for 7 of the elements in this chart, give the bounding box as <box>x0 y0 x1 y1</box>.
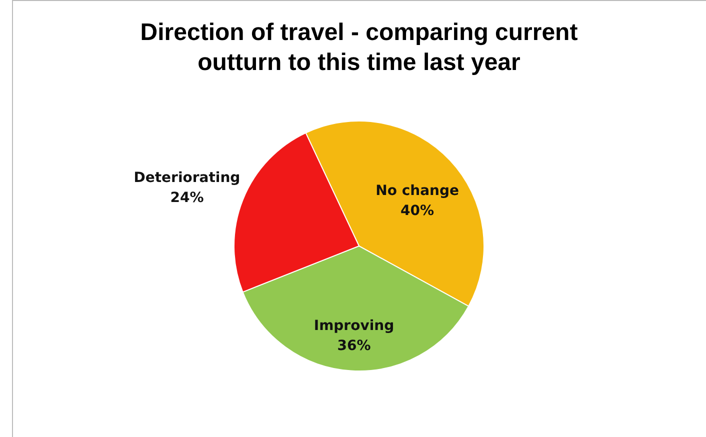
data-label: 24% <box>170 190 204 206</box>
chart-title: Direction of travel - comparing current outturn to this time last year <box>140 19 578 76</box>
data-label: 40% <box>400 203 434 220</box>
slice-label: No change <box>376 183 460 200</box>
slice-label: Improving <box>314 318 394 334</box>
data-label: 36% <box>337 338 371 354</box>
slice-label: Deteriorating <box>134 170 240 186</box>
